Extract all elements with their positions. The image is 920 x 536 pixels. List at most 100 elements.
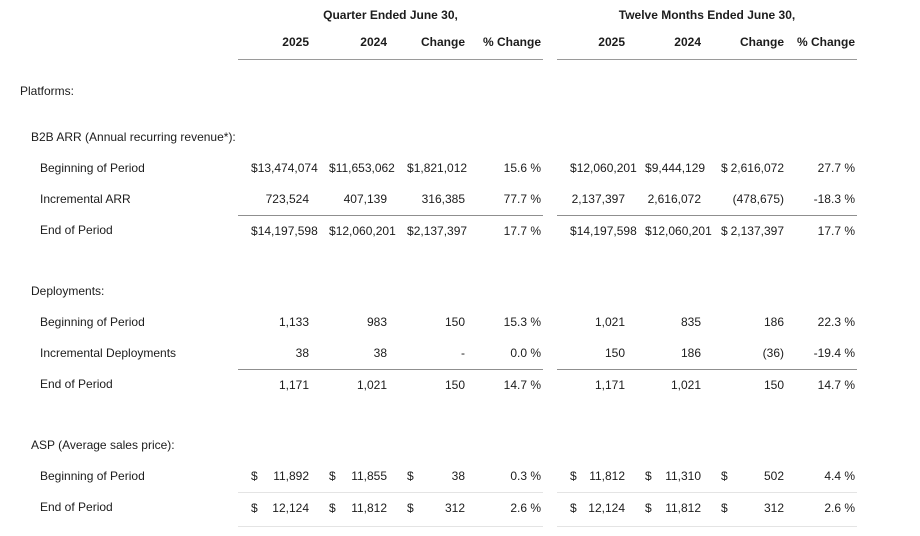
row-label: End of Period [40,223,113,237]
value-cell: $2,137,397 [394,215,472,247]
percent-value-cell: 14.7 % [472,369,543,401]
value-cell: $11,812 [632,492,708,527]
group-gap [543,369,557,401]
value-cell: 150 [557,338,632,369]
empty-cell [472,276,543,307]
table-row: End of Period $14,197,598 $12,060,201 $2,13… [0,215,920,246]
empty-cell [557,76,632,107]
row-label: ASP (Average sales price): [31,438,175,452]
empty-cell [394,76,472,107]
currency-symbol: $ [570,224,577,238]
value-text: 1,021 [594,315,625,329]
value-text: 2,137,397 [571,192,625,206]
header-label-spacer [0,7,238,23]
percent-value-cell: 14.7 % [791,369,857,401]
group-gap [543,7,557,23]
currency-symbol: $ [251,161,258,175]
currency-symbol: $ [721,469,728,483]
row-label: Beginning of Period [40,469,145,483]
empty-cell [394,122,472,153]
group-gap [543,307,557,338]
currency-symbol: $ [645,501,652,515]
value-cell: 1,171 [238,369,316,401]
row-label: Deployments: [31,284,105,298]
currency-symbol: $ [407,501,414,515]
currency-symbol: $ [251,469,258,483]
row-label: Beginning of Period [40,161,145,175]
value-cell: 1,021 [316,369,394,401]
value-cell: 316,385 [394,184,472,215]
empty-cell [238,276,316,307]
column-header-tm-2025: 2025 [557,34,632,60]
financial-metrics-table: Quarter Ended June 30, Twelve Months End… [0,7,920,527]
empty-cell [472,122,543,153]
percent-value-cell: 27.7 % [817,161,855,175]
row-label: Incremental ARR [40,192,131,206]
value-text: 14,197,598 [257,224,318,238]
currency-symbol: $ [570,469,577,483]
value-text: 1,171 [594,378,625,392]
value-text: (478,675) [732,192,784,206]
value-cell: $11,855 [316,461,394,492]
value-cell: 1,133 [238,307,316,338]
row-label: End of Period [40,500,113,514]
group-gap [543,122,557,153]
row-label: Incremental Deployments [40,346,177,360]
value-cell: $502 [708,461,791,492]
empty-cell [708,276,791,307]
value-text: 316,385 [421,192,465,206]
value-text: 1,133 [278,315,309,329]
value-cell: $11,310 [632,461,708,492]
group-gap [543,34,557,60]
value-text: 150 [604,346,625,360]
value-text: 38 [295,346,309,360]
value-text: 2,616,072 [730,161,784,175]
column-header-tm-change: Change [708,34,791,60]
header-label-spacer [0,34,238,60]
currency-symbol: $ [407,161,414,175]
currency-symbol: $ [721,224,728,238]
empty-cell [238,122,316,153]
table-header-group-titles: Quarter Ended June 30, Twelve Months End… [0,7,920,23]
value-cell: 1,021 [557,307,632,338]
percent-value-cell: 2.6 % [472,492,543,527]
table-row: Deployments: [0,276,920,307]
value-text: 12,124 [272,501,309,515]
value-text: 186 [763,315,784,329]
empty-cell [791,276,857,307]
percent-value-cell: -19.4 % [813,346,855,360]
value-cell: 835 [632,307,708,338]
empty-cell [472,430,543,461]
value-text: 983 [366,315,387,329]
value-cell: $12,124 [557,492,632,527]
empty-cell [316,122,394,153]
value-text: 14,197,598 [576,224,637,238]
currency-symbol: $ [570,501,577,515]
value-cell: $12,060,201 [316,215,396,247]
currency-symbol: $ [645,469,652,483]
value-text: 11,653,062 [335,161,395,175]
value-cell: $14,197,598 [557,215,637,247]
table-body: Platforms: B2B ARR (Annual recurring reve… [0,76,920,527]
percent-value-cell: 0.3 % [510,469,541,483]
table-row: End of Period 1,171 1,021 150 14.7 % 1,171 1,0… [0,369,920,400]
empty-cell [557,430,632,461]
column-header-q-change: Change [394,34,472,60]
value-text: 723,524 [265,192,309,206]
group-title-quarter: Quarter Ended June 30, [323,8,458,22]
table-row: End of Period $12,124 $11,812 $312 2.6 % $12,… [0,492,920,527]
value-cell: $2,137,397 [708,215,791,247]
value-text: 13,474,074 [257,161,318,175]
value-text: - [461,346,465,360]
column-header-q-2025: 2025 [238,34,316,60]
percent-value-cell: -18.3 % [813,192,855,206]
table-row: Beginning of Period $11,892 $11,855 $38 0.3 … [0,461,920,492]
value-cell: 2,616,072 [632,184,708,215]
empty-cell [708,76,791,107]
value-cell: $11,812 [557,461,632,492]
value-text: 150 [444,378,465,392]
value-text: 2,137,397 [730,224,784,238]
group-gap [543,215,557,247]
value-text: 11,812 [665,501,701,515]
value-text: 12,124 [588,501,625,515]
